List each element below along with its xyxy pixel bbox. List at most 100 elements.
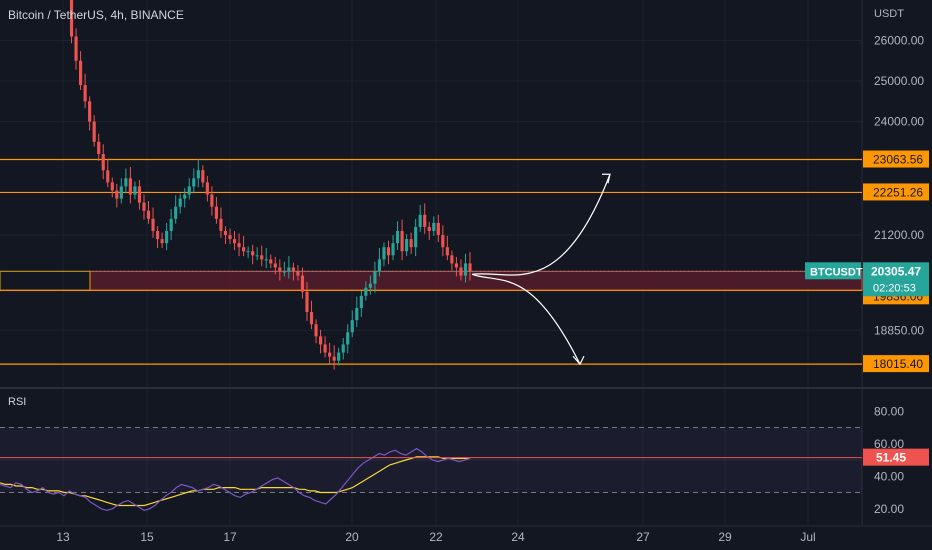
price-tick-label: 21200.00 — [874, 228, 924, 242]
candle-body — [119, 186, 123, 199]
candle-body — [278, 267, 282, 272]
candle-body — [110, 182, 114, 191]
rsi-value-box — [863, 448, 929, 466]
candle-body — [373, 271, 377, 284]
candle-body — [223, 231, 228, 236]
candle-body — [115, 190, 119, 199]
candle-body — [196, 170, 200, 179]
candle-body — [400, 231, 404, 252]
level-price-label: 22251.26 — [873, 185, 923, 199]
candle-body — [155, 231, 160, 240]
candle-body — [377, 259, 382, 272]
time-tick-label: Jul — [800, 530, 815, 544]
rsi-tick-label: 60.00 — [874, 437, 904, 451]
candle-body — [414, 226, 418, 248]
candle-body — [328, 352, 332, 357]
candle-body — [106, 170, 110, 183]
candle-body — [269, 259, 273, 264]
price-tick-label: 24000.00 — [874, 115, 924, 129]
price-tick-label: 26000.00 — [874, 34, 924, 48]
candle-body — [101, 154, 105, 171]
countdown-label: 02:20:53 — [873, 282, 916, 294]
candle-body — [219, 218, 223, 231]
candle-body — [427, 226, 431, 231]
candle-body — [178, 198, 182, 207]
candle-body — [359, 295, 363, 308]
time-tick-label: 27 — [636, 530, 650, 544]
rsi-tick-label: 20.00 — [874, 502, 904, 516]
candle-body — [445, 247, 449, 256]
candle-body — [214, 206, 219, 219]
candle-body — [165, 231, 169, 244]
time-tick-label: 17 — [223, 530, 237, 544]
candle-body — [296, 271, 300, 276]
candle-body — [137, 186, 142, 203]
candle-body — [323, 344, 327, 353]
candle-body — [405, 239, 409, 252]
candle-body — [133, 186, 137, 195]
candle-body — [368, 283, 372, 288]
arrow-down-icon — [572, 355, 585, 366]
candle-body — [314, 324, 318, 337]
candle-body — [124, 178, 128, 187]
candle-body — [332, 356, 336, 361]
candle-body — [291, 267, 295, 272]
rsi-value-label: 51.45 — [876, 451, 906, 465]
candle-body — [192, 178, 196, 187]
last-price-label: 20305.47 — [871, 264, 921, 278]
zone-left-box — [0, 270, 91, 291]
candle-body — [160, 239, 164, 244]
level-price-label: 18015.40 — [873, 357, 923, 371]
candle-body — [450, 255, 454, 264]
candle-body — [237, 243, 241, 248]
time-tick-label: 20 — [345, 530, 359, 544]
currency-label: USDT — [874, 8, 904, 20]
candle-body — [382, 247, 386, 260]
candle-body — [309, 312, 314, 325]
candle-body — [232, 239, 237, 244]
candle-body — [169, 218, 173, 231]
candle-body — [282, 271, 286, 273]
level-price-box — [863, 355, 929, 373]
candle-body — [423, 214, 427, 227]
candle-body — [74, 36, 78, 61]
price-tick-label: 18850.00 — [874, 323, 924, 337]
level-price-label: 23063.56 — [873, 153, 923, 167]
candle-body — [305, 291, 309, 313]
candle-body — [386, 247, 391, 256]
rsi-line — [0, 447, 471, 512]
candle-body — [151, 218, 155, 231]
level-price-box — [863, 183, 929, 201]
level-price-box — [863, 150, 929, 168]
candle-body — [201, 170, 205, 183]
time-tick-label: 22 — [429, 530, 443, 544]
candle-body — [88, 101, 92, 122]
time-tick-label: 15 — [140, 530, 154, 544]
time-tick-label: 13 — [56, 530, 70, 544]
chart-title: Bitcoin / TetherUS, 4h, BINANCE — [8, 8, 184, 22]
candle-body — [210, 194, 214, 207]
candle-body — [391, 243, 395, 256]
candle-body — [264, 259, 268, 261]
candle-body — [260, 255, 264, 260]
candle-body — [146, 210, 151, 219]
candle-body — [142, 202, 146, 211]
last-price-box — [863, 262, 929, 297]
time-tick-label: 29 — [718, 530, 732, 544]
candle-body — [69, 0, 74, 37]
candle-body — [318, 336, 323, 345]
candle-body — [228, 235, 232, 240]
candle-body — [436, 222, 440, 236]
candle-body — [337, 352, 341, 361]
candle-body — [300, 275, 305, 292]
rsi-title: RSI — [8, 396, 27, 408]
candle-body — [246, 251, 250, 253]
candle-body — [242, 247, 246, 252]
candle-body — [183, 194, 187, 199]
candle-body — [78, 60, 83, 86]
projection-up-path — [471, 174, 611, 276]
candle-body — [395, 231, 400, 244]
candle-body — [205, 182, 209, 195]
price-tick-label: 25000.00 — [874, 74, 924, 88]
